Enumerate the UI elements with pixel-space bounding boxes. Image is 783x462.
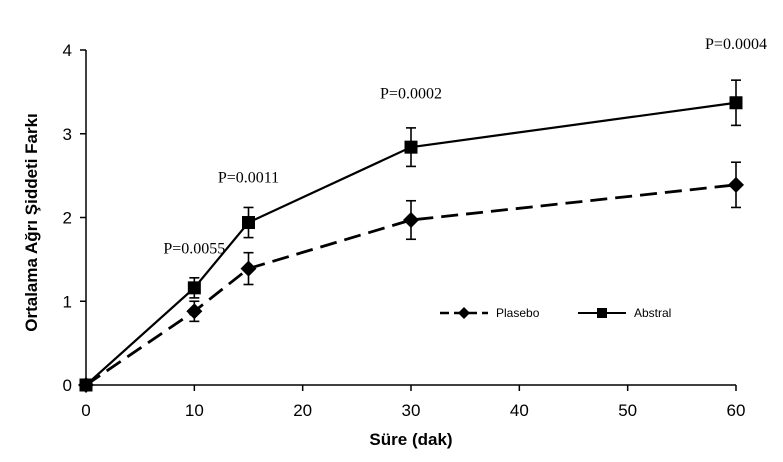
- legend-item-abstral: Abstral: [578, 306, 671, 320]
- legend-item-plasebo: Plasebo: [440, 306, 540, 320]
- legend-abstral-label: Abstral: [634, 306, 671, 320]
- x-tick-label: 0: [81, 401, 90, 420]
- x-axis-ticks: 0 10 20 30 40 50 60: [81, 385, 745, 420]
- legend-abstral-square-marker: [597, 308, 607, 318]
- data-point-abstral: [187, 281, 201, 295]
- annotation-layer: P=0.0055 P=0.0011 P=0.0002 P=0.0004: [163, 36, 767, 257]
- y-tick-label: 4: [63, 41, 72, 60]
- p-value-annotation: P=0.0055: [163, 241, 225, 258]
- data-point-abstral: [729, 96, 743, 110]
- x-axis-title: Süre (dak): [369, 430, 452, 449]
- data-point-plasebo: [186, 303, 203, 320]
- legend-plasebo-label: Plasebo: [496, 306, 540, 320]
- y-tick-label: 1: [63, 292, 72, 311]
- x-tick-label: 60: [727, 401, 746, 420]
- y-tick-label: 2: [63, 209, 72, 228]
- p-value-annotation: P=0.0004: [705, 36, 767, 53]
- data-point-plasebo: [240, 260, 257, 277]
- data-point-plasebo: [403, 212, 419, 229]
- x-tick-label: 30: [402, 401, 421, 420]
- x-tick-label: 10: [185, 401, 204, 420]
- p-value-annotation: P=0.0011: [218, 169, 279, 186]
- x-tick-label: 50: [618, 401, 637, 420]
- legend-plasebo-diamond-marker: [458, 307, 470, 319]
- y-axis-title: Ortalama Ağrı Şiddeti Farkı: [22, 113, 41, 332]
- y-tick-label: 0: [63, 376, 72, 395]
- x-tick-label: 20: [293, 401, 312, 420]
- data-point-abstral: [242, 216, 255, 230]
- series-layer: [78, 79, 744, 393]
- data-point-abstral: [79, 378, 93, 392]
- y-tick-label: 3: [63, 125, 72, 144]
- legend: Plasebo Abstral: [440, 306, 671, 320]
- data-point-plasebo: [728, 176, 744, 193]
- data-point-abstral: [404, 140, 418, 154]
- y-axis-ticks: 0 1 2 3 4: [63, 41, 86, 395]
- x-tick-label: 40: [510, 401, 529, 420]
- p-value-annotation: P=0.0002: [380, 86, 442, 103]
